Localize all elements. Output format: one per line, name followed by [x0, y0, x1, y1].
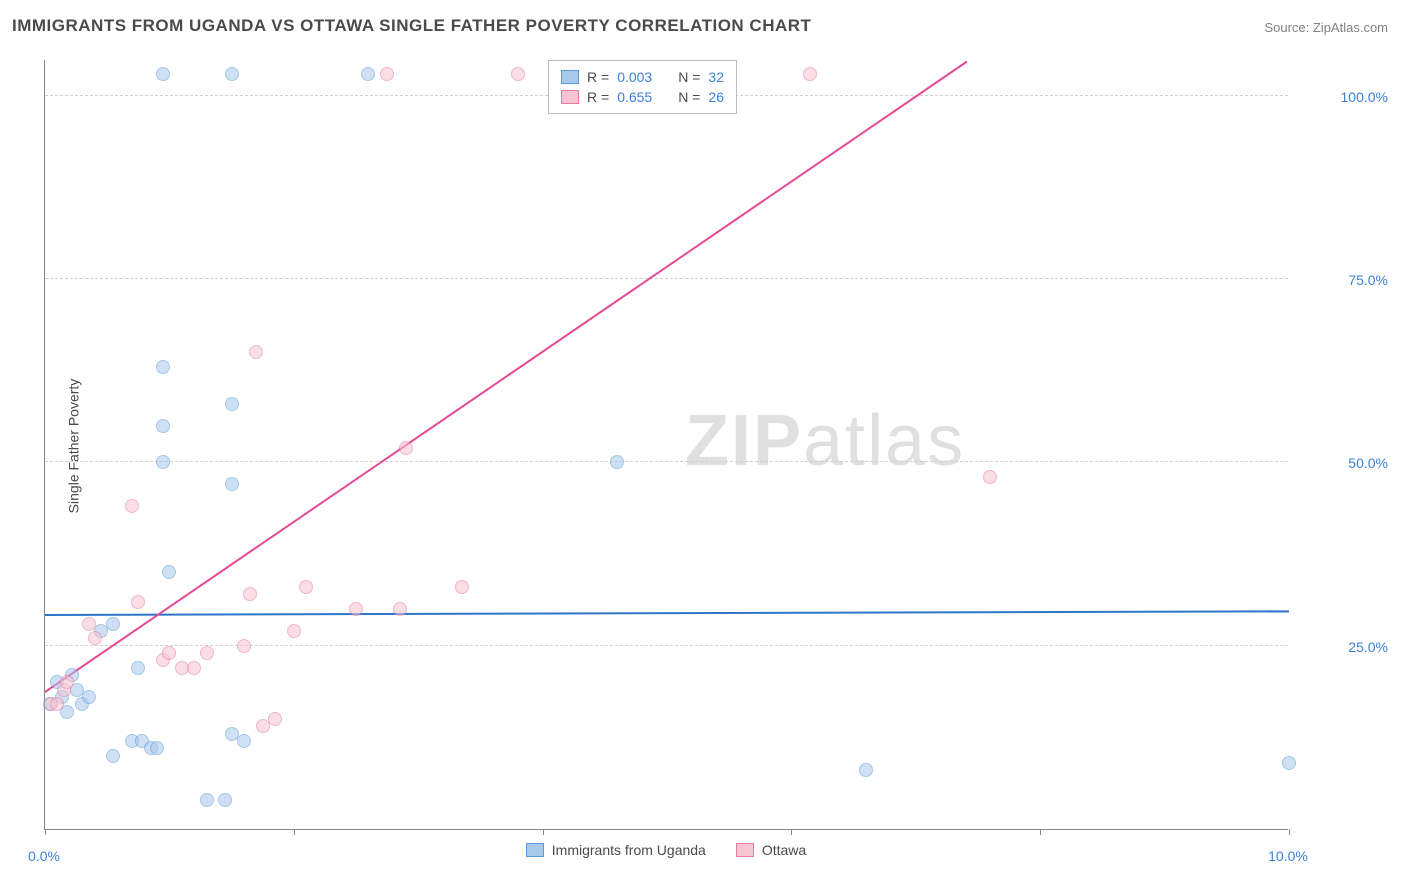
legend-r-value-1: 0.003: [617, 69, 652, 85]
chart-title: IMMIGRANTS FROM UGANDA VS OTTAWA SINGLE …: [12, 16, 811, 36]
legend-label-series2: Ottawa: [762, 842, 806, 858]
scatter-point: [106, 749, 120, 763]
x-tick: [294, 829, 295, 835]
scatter-point: [455, 580, 469, 594]
correlation-legend: R = 0.003 N = 32 R = 0.655 N = 26: [548, 60, 737, 114]
legend-swatch-series1: [561, 70, 579, 84]
scatter-point: [150, 741, 164, 755]
scatter-point: [268, 712, 282, 726]
scatter-point: [225, 397, 239, 411]
scatter-point: [237, 734, 251, 748]
gridline: [45, 461, 1288, 462]
source-attribution: Source: ZipAtlas.com: [1264, 20, 1388, 35]
scatter-point: [610, 455, 624, 469]
legend-r-value-2: 0.655: [617, 89, 652, 105]
x-tick-label: 0.0%: [28, 848, 60, 864]
legend-swatch-series1-bottom: [526, 843, 544, 857]
scatter-point: [249, 345, 263, 359]
scatter-plot-area: ZIPatlas: [44, 60, 1288, 830]
scatter-point: [803, 67, 817, 81]
legend-n-label: N =: [678, 89, 700, 105]
scatter-point: [299, 580, 313, 594]
trend-line: [45, 610, 1289, 616]
legend-item-series2: Ottawa: [736, 842, 806, 858]
x-tick-label: 10.0%: [1268, 848, 1308, 864]
x-tick: [1289, 829, 1290, 835]
legend-n-value-2: 26: [708, 89, 724, 105]
scatter-point: [1282, 756, 1296, 770]
x-tick: [791, 829, 792, 835]
legend-row-series1: R = 0.003 N = 32: [561, 67, 724, 87]
scatter-point: [380, 67, 394, 81]
scatter-point: [131, 661, 145, 675]
x-tick: [45, 829, 46, 835]
scatter-point: [287, 624, 301, 638]
scatter-point: [88, 631, 102, 645]
scatter-point: [349, 602, 363, 616]
gridline: [45, 645, 1288, 646]
scatter-point: [60, 675, 74, 689]
scatter-point: [218, 793, 232, 807]
scatter-point: [393, 602, 407, 616]
scatter-point: [50, 697, 64, 711]
scatter-point: [162, 565, 176, 579]
scatter-point: [243, 587, 257, 601]
scatter-point: [156, 419, 170, 433]
y-tick-label: 75.0%: [1348, 272, 1388, 288]
scatter-point: [162, 646, 176, 660]
legend-n-label: N =: [678, 69, 700, 85]
legend-n-value-1: 32: [708, 69, 724, 85]
scatter-point: [361, 67, 375, 81]
scatter-point: [399, 441, 413, 455]
scatter-point: [131, 595, 145, 609]
y-tick-label: 25.0%: [1348, 639, 1388, 655]
legend-swatch-series2-bottom: [736, 843, 754, 857]
x-tick: [543, 829, 544, 835]
legend-r-label: R =: [587, 89, 609, 105]
legend-swatch-series2: [561, 90, 579, 104]
scatter-point: [225, 67, 239, 81]
watermark-atlas: atlas: [803, 401, 965, 481]
x-axis-legend: Immigrants from Uganda Ottawa: [44, 842, 1288, 858]
trend-line: [44, 60, 967, 692]
legend-r-label: R =: [587, 69, 609, 85]
legend-item-series1: Immigrants from Uganda: [526, 842, 706, 858]
watermark-zip: ZIP: [685, 401, 803, 481]
y-tick-label: 50.0%: [1348, 455, 1388, 471]
scatter-point: [82, 690, 96, 704]
legend-row-series2: R = 0.655 N = 26: [561, 87, 724, 107]
scatter-point: [156, 455, 170, 469]
scatter-point: [200, 793, 214, 807]
scatter-point: [225, 477, 239, 491]
scatter-point: [237, 639, 251, 653]
scatter-point: [82, 617, 96, 631]
x-tick: [1040, 829, 1041, 835]
scatter-point: [125, 499, 139, 513]
scatter-point: [859, 763, 873, 777]
legend-label-series1: Immigrants from Uganda: [552, 842, 706, 858]
gridline: [45, 278, 1288, 279]
watermark: ZIPatlas: [685, 400, 965, 482]
scatter-point: [511, 67, 525, 81]
scatter-point: [156, 360, 170, 374]
y-tick-label: 100.0%: [1341, 89, 1388, 105]
scatter-point: [983, 470, 997, 484]
scatter-point: [187, 661, 201, 675]
scatter-point: [200, 646, 214, 660]
scatter-point: [156, 67, 170, 81]
scatter-point: [106, 617, 120, 631]
